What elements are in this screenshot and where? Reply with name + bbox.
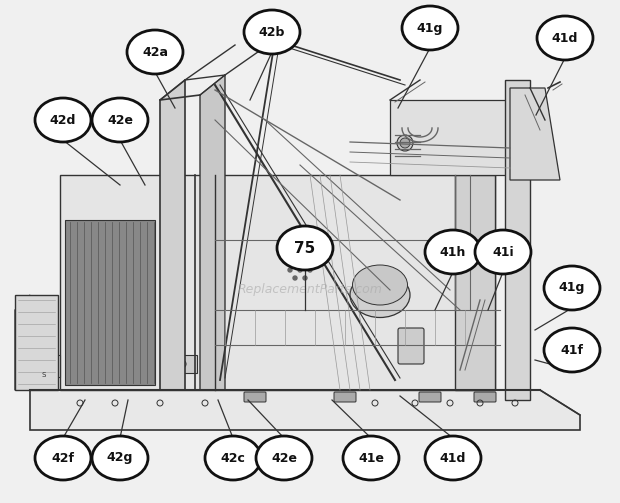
Polygon shape: [15, 295, 58, 390]
Ellipse shape: [402, 6, 458, 50]
Text: S: S: [42, 372, 46, 378]
Ellipse shape: [425, 436, 481, 480]
FancyBboxPatch shape: [244, 392, 266, 402]
Circle shape: [400, 138, 410, 148]
Ellipse shape: [350, 273, 410, 317]
Circle shape: [293, 276, 297, 280]
Ellipse shape: [35, 98, 91, 142]
Ellipse shape: [544, 266, 600, 310]
Text: 42g: 42g: [107, 452, 133, 464]
Polygon shape: [455, 175, 495, 390]
Ellipse shape: [343, 436, 399, 480]
Polygon shape: [65, 220, 155, 385]
Text: 42d: 42d: [50, 114, 76, 126]
Text: 42e: 42e: [271, 452, 297, 464]
Circle shape: [303, 276, 307, 280]
Text: 41d: 41d: [440, 452, 466, 464]
Ellipse shape: [544, 328, 600, 372]
Polygon shape: [200, 75, 225, 390]
FancyBboxPatch shape: [334, 392, 356, 402]
Polygon shape: [510, 88, 560, 180]
Text: 41e: 41e: [358, 452, 384, 464]
Ellipse shape: [35, 436, 91, 480]
FancyBboxPatch shape: [474, 392, 496, 402]
Ellipse shape: [537, 16, 593, 60]
Polygon shape: [505, 80, 530, 400]
Polygon shape: [60, 175, 495, 390]
FancyBboxPatch shape: [175, 355, 197, 373]
FancyBboxPatch shape: [419, 392, 441, 402]
Ellipse shape: [244, 10, 300, 54]
Text: 41g: 41g: [559, 282, 585, 294]
Circle shape: [397, 135, 413, 151]
Text: 42f: 42f: [51, 452, 74, 464]
Circle shape: [288, 268, 292, 272]
Ellipse shape: [92, 98, 148, 142]
Text: 42b: 42b: [259, 26, 285, 39]
Polygon shape: [160, 80, 185, 390]
Text: ReplacementParts.com: ReplacementParts.com: [237, 284, 383, 296]
Text: 41h: 41h: [440, 245, 466, 259]
Circle shape: [308, 268, 312, 272]
Text: 42e: 42e: [107, 114, 133, 126]
Ellipse shape: [425, 230, 481, 274]
Circle shape: [298, 268, 302, 272]
Ellipse shape: [92, 436, 148, 480]
Text: 41d: 41d: [552, 32, 578, 44]
Ellipse shape: [353, 265, 407, 305]
Ellipse shape: [205, 436, 261, 480]
Text: 41i: 41i: [492, 245, 514, 259]
Ellipse shape: [475, 230, 531, 274]
Text: 42a: 42a: [142, 45, 168, 58]
Text: 42c: 42c: [221, 452, 246, 464]
Ellipse shape: [277, 226, 333, 270]
Polygon shape: [15, 295, 30, 390]
FancyBboxPatch shape: [35, 355, 60, 377]
Polygon shape: [30, 390, 580, 430]
Text: 41f: 41f: [560, 344, 583, 357]
Text: 75: 75: [294, 240, 316, 256]
Text: 41g: 41g: [417, 22, 443, 35]
Ellipse shape: [256, 436, 312, 480]
Polygon shape: [390, 100, 530, 175]
FancyBboxPatch shape: [398, 328, 424, 364]
Ellipse shape: [127, 30, 183, 74]
